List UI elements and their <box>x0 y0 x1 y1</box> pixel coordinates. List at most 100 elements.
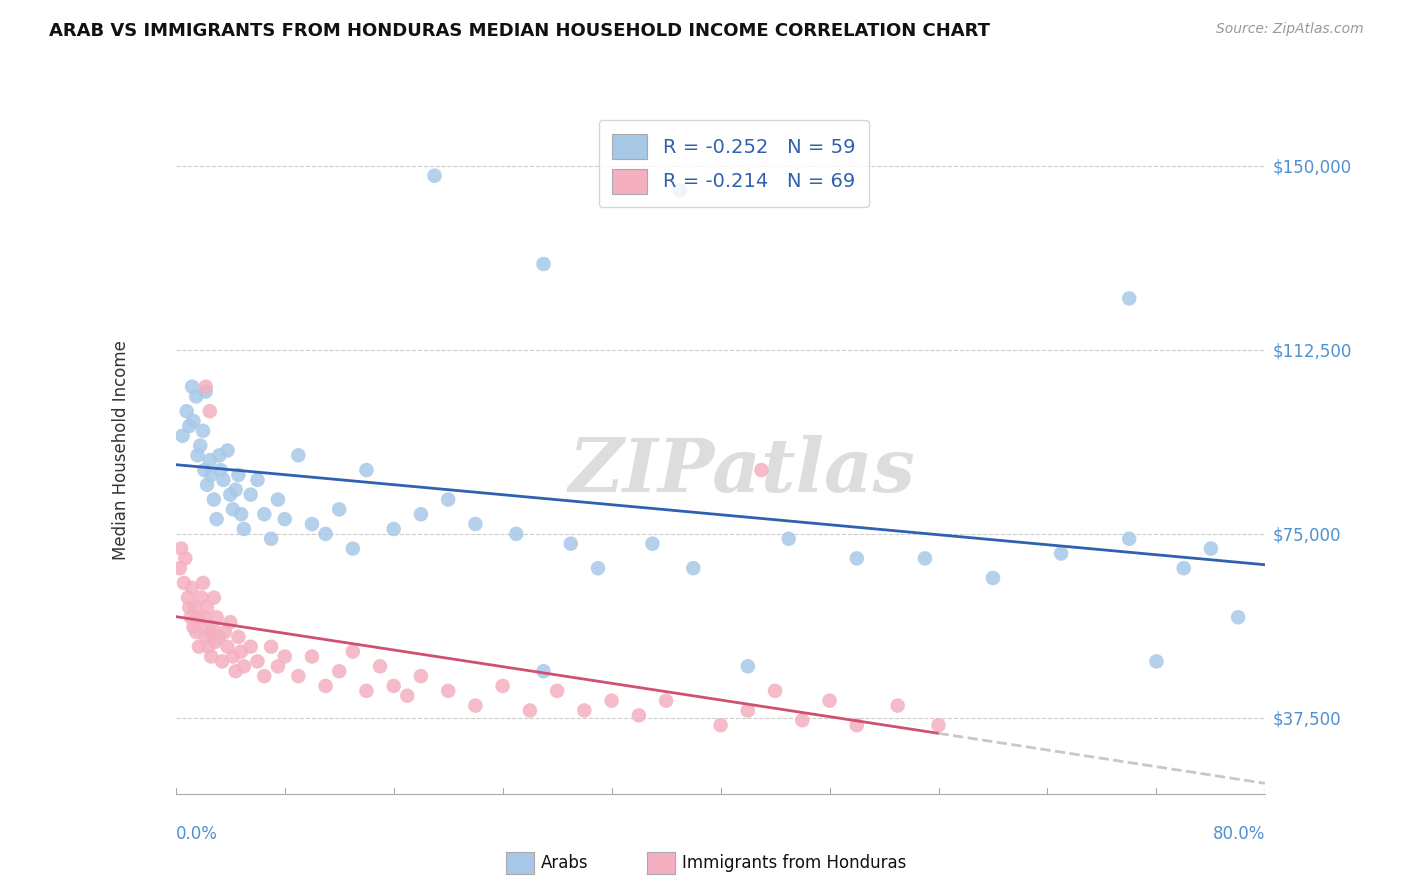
Point <box>315 679 337 693</box>
Point <box>198 453 221 467</box>
Point <box>194 380 217 394</box>
Point <box>315 526 337 541</box>
Point <box>228 630 250 644</box>
Point <box>627 708 650 723</box>
Point <box>409 669 432 683</box>
Text: ZIPatlas: ZIPatlas <box>569 434 915 508</box>
Point <box>214 624 236 639</box>
Point <box>1118 532 1140 546</box>
Point <box>981 571 1004 585</box>
Point <box>239 487 262 501</box>
Point <box>195 478 218 492</box>
Point <box>287 449 309 463</box>
Point <box>751 463 773 477</box>
Point <box>641 537 664 551</box>
Point <box>179 419 201 434</box>
Point <box>219 615 242 630</box>
Point <box>560 537 582 551</box>
Point <box>186 610 209 624</box>
Text: ARAB VS IMMIGRANTS FROM HONDURAS MEDIAN HOUSEHOLD INCOME CORRELATION CHART: ARAB VS IMMIGRANTS FROM HONDURAS MEDIAN … <box>49 22 990 40</box>
Point <box>533 257 555 271</box>
Point <box>217 640 239 654</box>
Point <box>382 679 405 693</box>
Point <box>232 522 254 536</box>
Point <box>668 184 690 198</box>
Point <box>205 610 228 624</box>
Point <box>914 551 936 566</box>
Point <box>201 620 224 634</box>
Point <box>260 640 283 654</box>
Point <box>267 659 290 673</box>
Point <box>763 683 786 698</box>
Point <box>222 649 245 664</box>
Point <box>778 532 800 546</box>
Point <box>655 694 678 708</box>
Point <box>737 659 759 673</box>
Point <box>274 512 297 526</box>
Point <box>464 517 486 532</box>
Point <box>1118 291 1140 305</box>
Point <box>342 541 364 556</box>
Point <box>342 644 364 658</box>
Point <box>208 630 231 644</box>
Point <box>356 463 378 477</box>
Point <box>818 694 841 708</box>
Point <box>202 591 225 605</box>
Point <box>173 576 195 591</box>
Point <box>177 591 200 605</box>
Point <box>169 561 191 575</box>
Point <box>186 449 209 463</box>
Text: Immigrants from Honduras: Immigrants from Honduras <box>682 855 907 872</box>
Point <box>198 624 221 639</box>
Point <box>205 512 228 526</box>
Point <box>211 655 233 669</box>
Point <box>193 610 215 624</box>
Point <box>368 659 391 673</box>
Point <box>574 703 596 717</box>
Point <box>682 561 704 575</box>
Point <box>328 664 350 679</box>
Point <box>170 541 193 556</box>
Point <box>1227 610 1250 624</box>
Point <box>186 624 208 639</box>
Point <box>533 664 555 679</box>
Point <box>239 640 262 654</box>
Point <box>886 698 908 713</box>
Point <box>186 389 208 403</box>
Point <box>191 576 214 591</box>
Point <box>396 689 419 703</box>
Point <box>225 664 247 679</box>
Point <box>202 492 225 507</box>
Point <box>356 683 378 698</box>
Point <box>246 655 269 669</box>
Point <box>183 620 205 634</box>
Point <box>194 384 217 399</box>
Point <box>181 581 204 595</box>
Point <box>212 473 235 487</box>
Point <box>409 507 432 521</box>
Point <box>190 591 212 605</box>
Point <box>600 694 623 708</box>
Point <box>176 404 198 418</box>
Point <box>184 600 207 615</box>
Text: Source: ZipAtlas.com: Source: ZipAtlas.com <box>1216 22 1364 37</box>
Point <box>246 473 269 487</box>
Legend: R = -0.252   N = 59, R = -0.214   N = 69: R = -0.252 N = 59, R = -0.214 N = 69 <box>599 120 869 207</box>
Point <box>194 630 217 644</box>
Point <box>437 492 460 507</box>
Point <box>1199 541 1222 556</box>
Point <box>188 615 211 630</box>
Point <box>222 502 245 516</box>
Point <box>183 414 205 428</box>
Point <box>231 644 253 658</box>
Point <box>1173 561 1195 575</box>
Point <box>845 718 868 732</box>
Point <box>228 467 250 482</box>
Point <box>253 507 276 521</box>
Point <box>710 718 733 732</box>
Point <box>328 502 350 516</box>
Point <box>231 507 253 521</box>
Point <box>437 683 460 698</box>
Point <box>209 463 232 477</box>
Point <box>180 610 202 624</box>
